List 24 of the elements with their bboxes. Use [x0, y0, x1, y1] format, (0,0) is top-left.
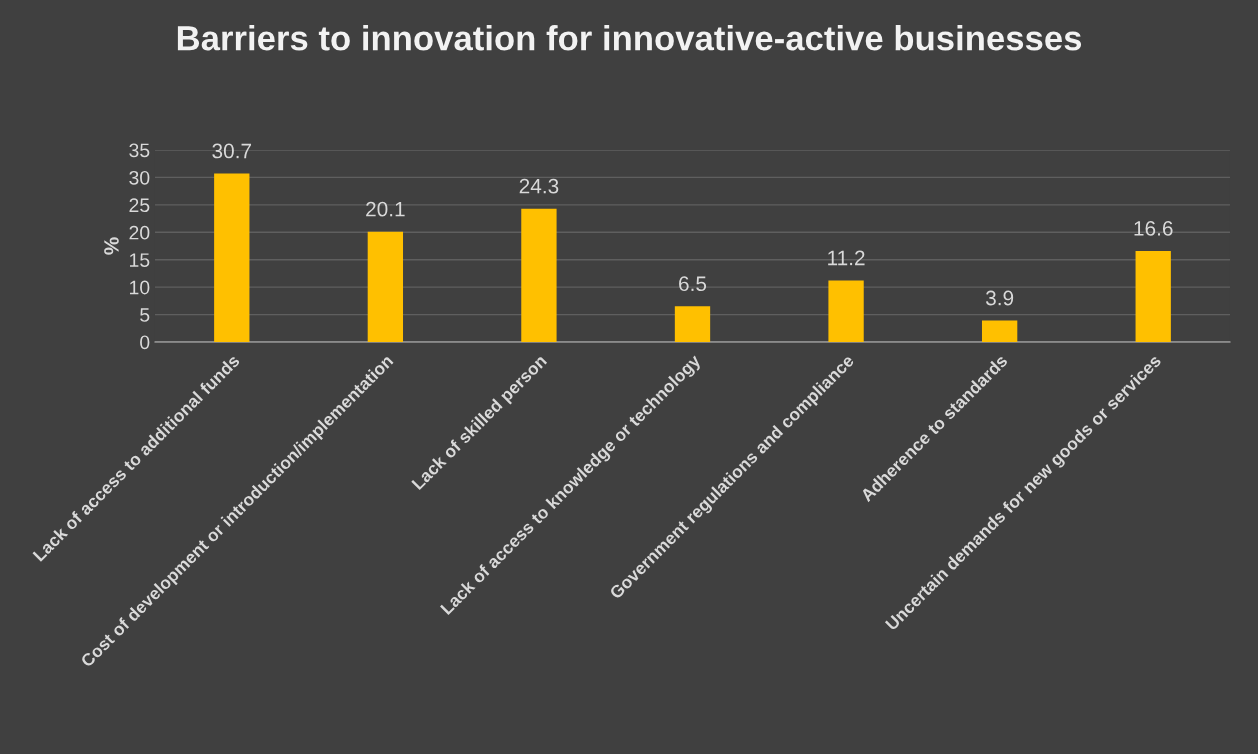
y-tick-label: 25 [129, 198, 150, 213]
data-label: 11.2 [828, 250, 865, 266]
data-label: 6.5 [679, 276, 707, 292]
y-tick-label: 30 [129, 170, 150, 185]
data-label: 30.7 [212, 143, 252, 159]
y-tick-label: 20 [129, 225, 150, 240]
data-label: 3.9 [985, 290, 1014, 306]
data-label: 24.3 [519, 178, 559, 194]
y-tick-label: 35 [129, 143, 150, 158]
bar [981, 320, 1018, 342]
y-tick-label: 5 [140, 308, 150, 322]
y-axis-title: % [104, 237, 119, 255]
y-tick-label: 15 [130, 253, 150, 267]
bar [367, 231, 404, 342]
bar [1135, 250, 1171, 342]
data-label: 20.1 [366, 201, 405, 217]
data-label: 16.6 [1134, 220, 1173, 236]
bar [828, 280, 864, 342]
chart-title: Barriers to innovation for innovative-active businesses [177, 25, 1082, 51]
bar [214, 173, 250, 342]
y-tick-label: 10 [130, 280, 150, 295]
bar [521, 208, 557, 342]
bar [674, 306, 711, 342]
y-tick-label: 0 [140, 335, 150, 350]
